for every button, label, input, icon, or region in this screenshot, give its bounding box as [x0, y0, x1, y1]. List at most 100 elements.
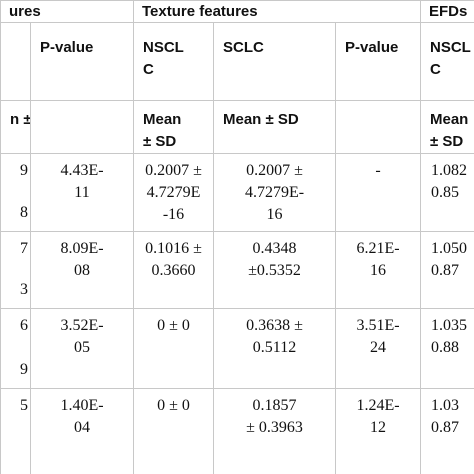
cell-line: 1.082 — [431, 162, 467, 179]
cell-line: 0.88 — [431, 339, 459, 356]
data-cell: 1.40E- 04 — [30, 388, 134, 474]
cell-line: ± SD — [430, 133, 464, 150]
cell-line: P-value — [40, 39, 94, 56]
cell-line: -16 — [162, 206, 185, 223]
cell-line: 0.85 — [431, 184, 459, 201]
data-cell: 0.2007 ± 4.7279E- 16 — [213, 153, 336, 232]
cell-line: ± 0.3963 — [246, 419, 303, 436]
group-header-text: Texture features — [142, 3, 258, 20]
cell-line: ±0.5352 — [248, 262, 301, 279]
cell-line: 16 — [266, 206, 283, 223]
data-cell: 1.035 0.88 — [420, 308, 474, 389]
cell-line: 3.52E- — [60, 317, 104, 334]
data-cell: 3.51E- 24 — [335, 308, 421, 389]
cell-line: 0.2007 ± — [246, 162, 303, 179]
cell-line: 9 — [20, 361, 28, 378]
column-header: NSCL C — [133, 22, 214, 101]
cell-line: 1.03 — [431, 397, 459, 414]
subheader-row: n ± Mean ± SD Mean ± SD Mean ± SD — [0, 100, 474, 154]
group-header-row: ures Texture features EFDs — [0, 0, 474, 23]
cell-line: 0.5112 — [252, 339, 297, 356]
data-cell: 0.2007 ±4.7279E-16 — [133, 153, 214, 232]
cell-line: 0 ± 0 — [157, 397, 190, 414]
cell-line: 04 — [74, 419, 90, 436]
cell-line: 1.40E- — [60, 397, 104, 414]
cell-line: 08 — [74, 262, 90, 279]
group-header: Texture features — [133, 0, 421, 23]
cell-line: 1.050 — [431, 240, 467, 257]
cell-line: 05 — [74, 339, 90, 356]
cell-line: 1.24E- — [356, 397, 400, 414]
cell-line: C — [143, 61, 154, 78]
cell-line: 11 — [74, 184, 90, 201]
data-cell: 6.21E- 16 — [335, 231, 421, 309]
cell-line: 4.43E- — [60, 162, 104, 179]
empty-cell — [0, 22, 31, 101]
cell-line: 0.87 — [431, 262, 459, 279]
cell-line: C — [430, 61, 441, 78]
column-header: NSCL C — [420, 22, 474, 101]
cell-line: 1.035 — [431, 317, 467, 334]
subheader: Mean ± SD — [133, 100, 214, 154]
cell-line: 0.1857 — [252, 397, 297, 414]
cell-line: 4.7279E- — [244, 184, 305, 201]
group-header-text: ures — [9, 3, 41, 20]
cell-line: 3.51E- — [356, 317, 400, 334]
column-header: P-value — [30, 22, 134, 101]
group-header: EFDs — [420, 0, 474, 23]
subheader: Mean ± SD — [213, 100, 336, 154]
data-cell: 0 ± 0 — [133, 388, 214, 474]
cell-line: Mean ± SD — [223, 111, 299, 128]
subheader — [30, 100, 134, 154]
cell-line: 5 — [20, 397, 28, 414]
cell-line: 12 — [370, 419, 386, 436]
cell-line: P-value — [345, 39, 399, 56]
column-header: P-value — [335, 22, 421, 101]
column-header: SCLC — [213, 22, 336, 101]
cut-cell: 5 — [0, 388, 31, 474]
cell-line: - — [375, 162, 381, 179]
cell-line: 16 — [370, 262, 386, 279]
cell-line: 8 — [20, 204, 28, 221]
data-cell: 0.1016 ± 0.3660 — [133, 231, 214, 309]
subheader: Mean ± SD — [420, 100, 474, 154]
data-cell: 0 ± 0 — [133, 308, 214, 389]
cell-line: n ± — [10, 111, 31, 128]
data-cell: 1.03 0.87 — [420, 388, 474, 474]
data-cell: 1.24E- 12 — [335, 388, 421, 474]
cell-line: 0.3660 — [151, 262, 196, 279]
cell-line: 24 — [370, 339, 386, 356]
data-cell: 1.082 0.85 — [420, 153, 474, 232]
data-row: 9 8 4.43E- 11 0.2007 ±4.7279E -16 0.2007 ±4.72… — [0, 153, 474, 232]
data-row: 5 1.40E- 04 0 ± 0 0.1857 ± 0.3963 1.24E- 12 1.03… — [0, 388, 474, 474]
column-header-row: P-value NSCL C SCLC P-value NSCL C — [0, 22, 474, 101]
data-cell: 8.09E- 08 — [30, 231, 134, 309]
cell-line: 0 ± 0 — [157, 317, 190, 334]
cell-line: Mean — [143, 111, 182, 128]
data-row: 6 9 3.52E- 05 0 ± 0 0.3638 ± 0.5112 3.51E- 24 1.0… — [0, 308, 474, 389]
data-cell: 0.3638 ± 0.5112 — [213, 308, 336, 389]
data-cell: 0.4348 ±0.5352 — [213, 231, 336, 309]
cell-line: 4.7279E — [146, 184, 201, 201]
cell-line: NSCL — [430, 39, 471, 56]
cell-line: Mean — [430, 111, 469, 128]
data-cell: 1.050 0.87 — [420, 231, 474, 309]
data-cell: - — [335, 153, 421, 232]
subheader: n ± — [0, 100, 31, 154]
cell-line: 0.1016 ± — [145, 240, 202, 257]
cell-line: SCLC — [223, 39, 264, 56]
cell-line: NSCL — [143, 39, 184, 56]
cell-line: 0.3638 ± — [246, 317, 303, 334]
cell-line: 3 — [20, 281, 28, 298]
data-cell: 0.1857 ± 0.3963 — [213, 388, 336, 474]
cell-line: 7 — [20, 240, 28, 257]
group-header-text: EFDs — [429, 3, 468, 20]
data-cell: 4.43E- 11 — [30, 153, 134, 232]
